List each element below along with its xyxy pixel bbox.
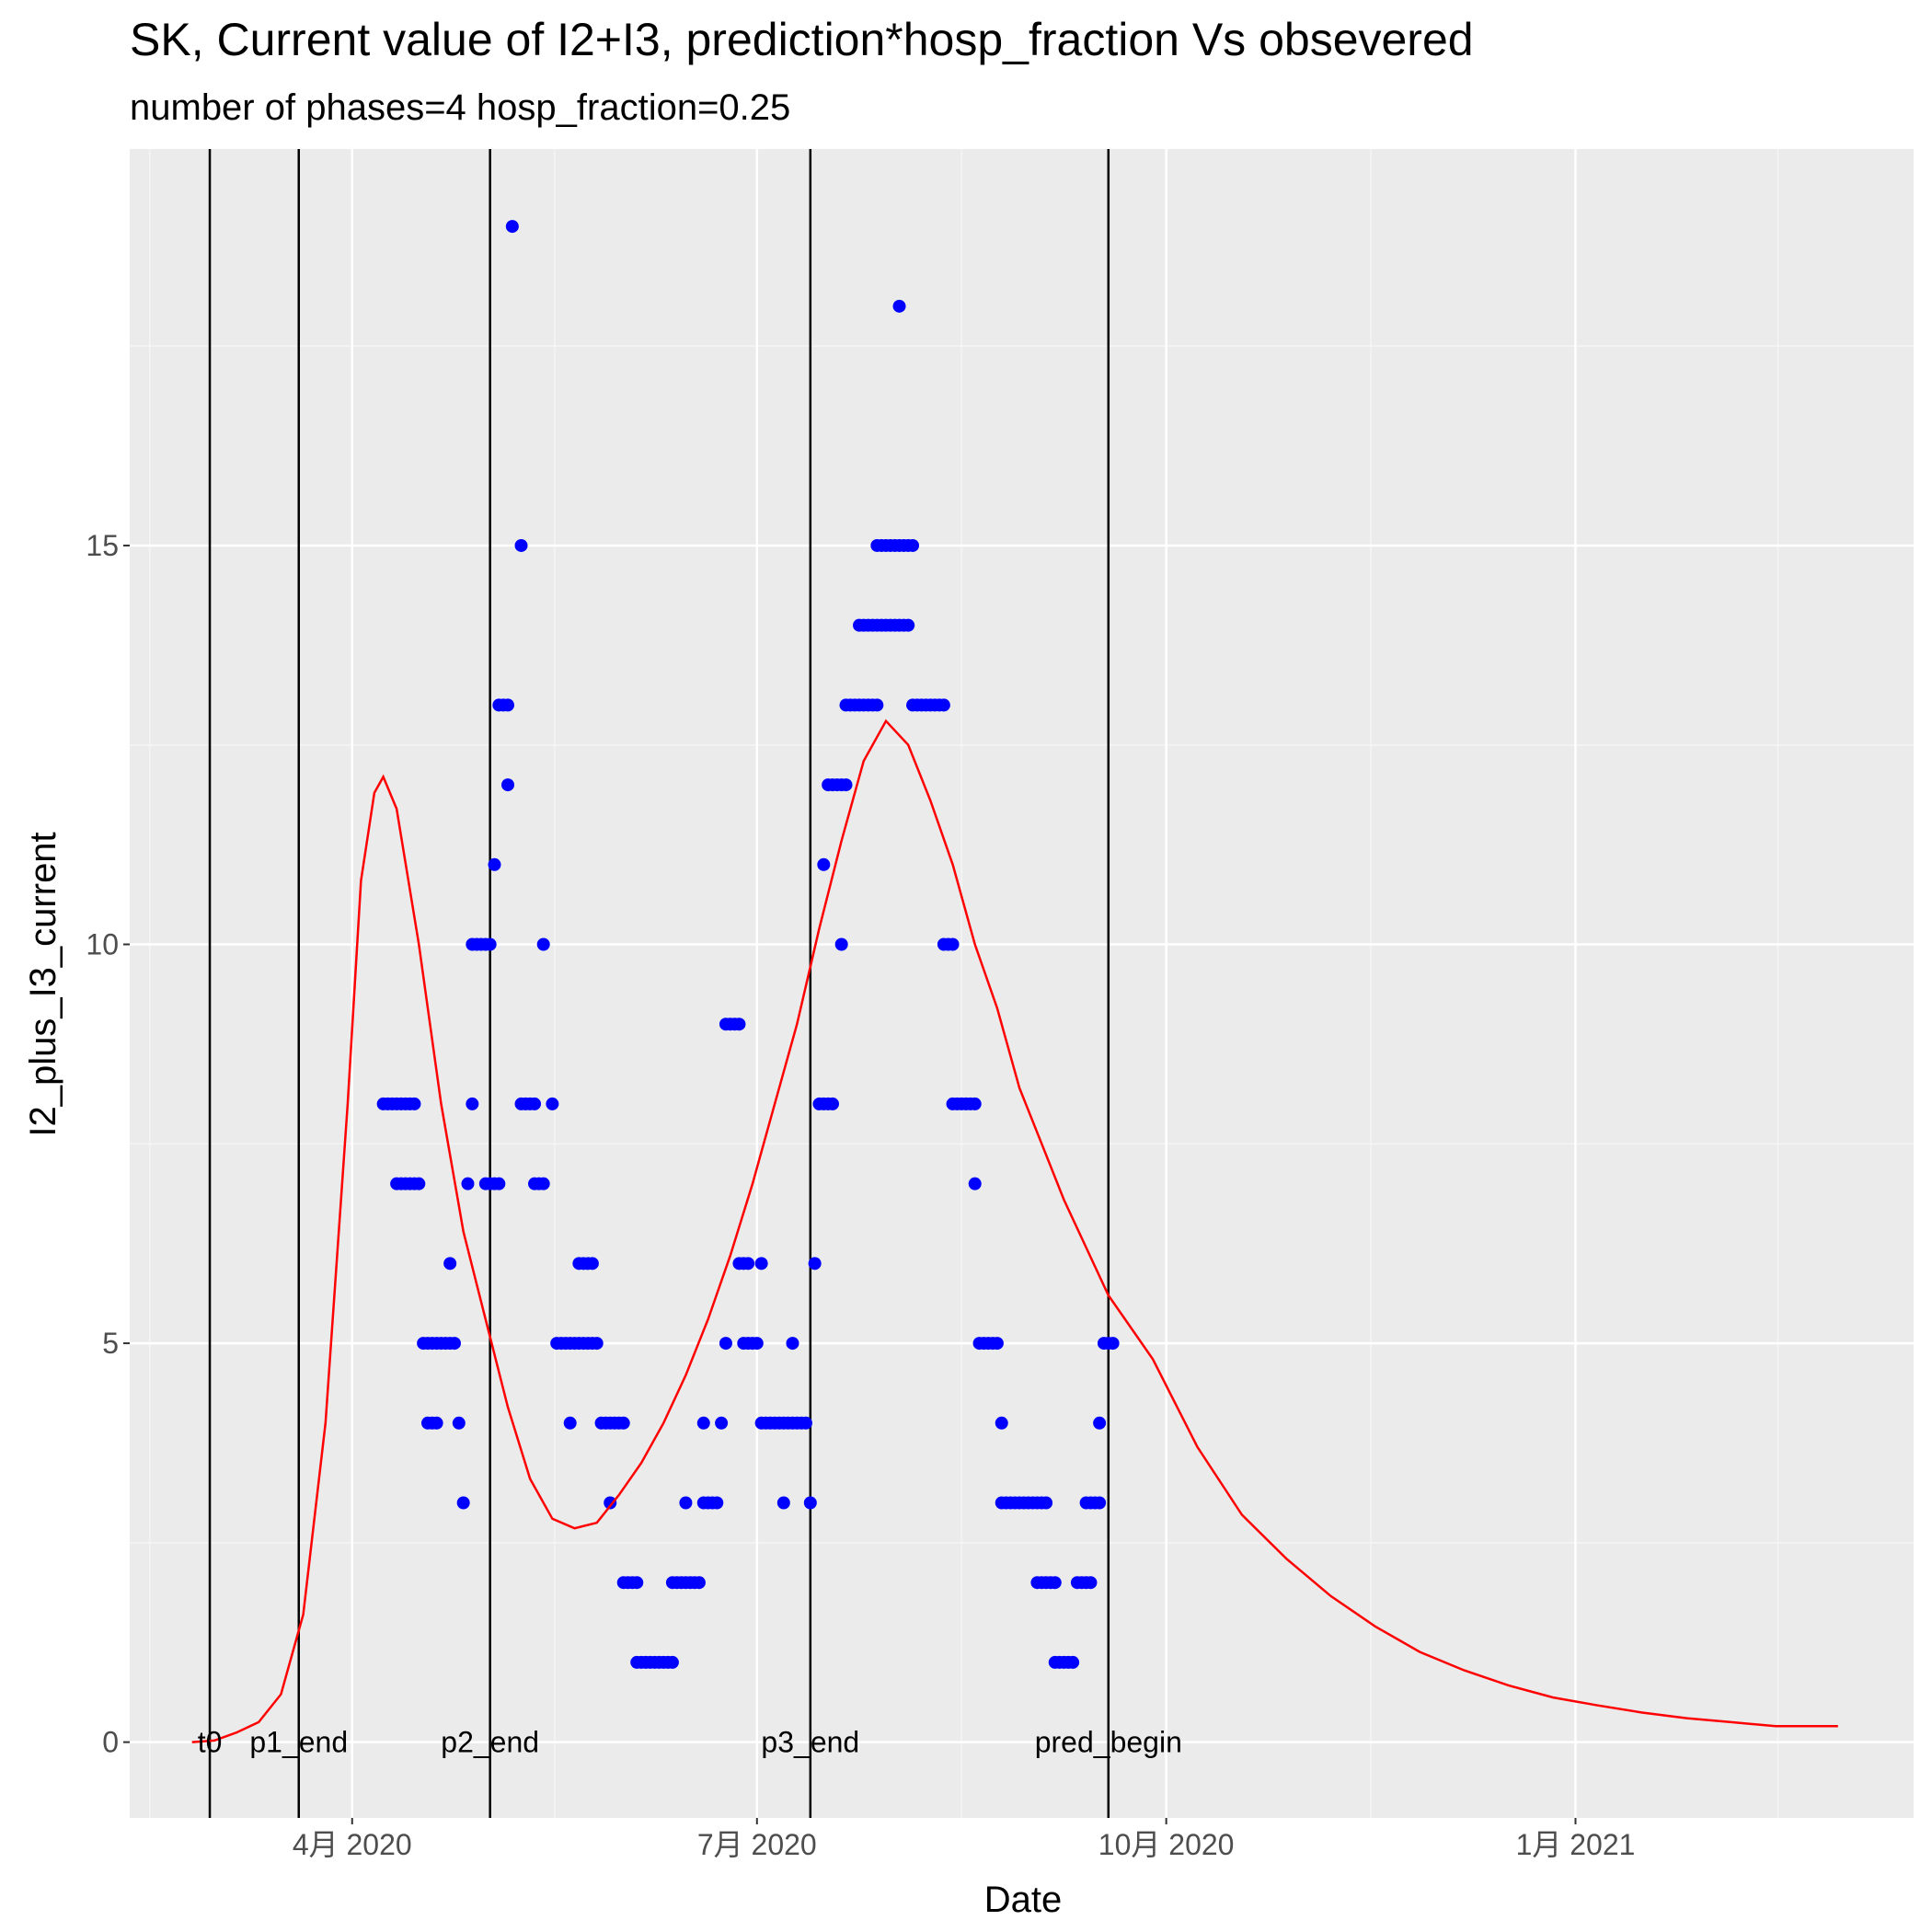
data-point (825, 1097, 839, 1110)
data-point (412, 1177, 426, 1190)
data-point (696, 1416, 710, 1430)
data-point (452, 1416, 466, 1430)
data-point (501, 698, 515, 712)
y-tick-label: 5 (102, 1327, 119, 1360)
data-point (1093, 1416, 1107, 1430)
data-point (719, 1337, 732, 1351)
x-tick-label: 4月 2020 (293, 1828, 412, 1861)
data-point (902, 618, 915, 632)
data-point (799, 1416, 812, 1430)
data-point (536, 1177, 550, 1190)
data-point (1084, 1576, 1098, 1590)
data-point (834, 937, 848, 951)
x-tick-label: 10月 2020 (1098, 1828, 1235, 1861)
data-point (492, 1177, 506, 1190)
y-tick-label: 15 (86, 529, 119, 562)
data-point (1093, 1496, 1107, 1510)
data-point (715, 1416, 729, 1430)
data-point (616, 1416, 630, 1430)
phase-label: pred_begin (1035, 1726, 1182, 1759)
y-tick-label: 0 (102, 1726, 119, 1759)
x-tick-label: 1月 2021 (1516, 1828, 1636, 1861)
data-point (692, 1576, 706, 1590)
x-tick-label: 7月 2020 (697, 1828, 817, 1861)
data-point (990, 1337, 1004, 1351)
data-point (665, 1655, 679, 1669)
data-point (456, 1496, 470, 1510)
data-point (536, 937, 550, 951)
prediction-line (191, 719, 1838, 1743)
data-point (563, 1416, 577, 1430)
data-point (870, 698, 884, 712)
data-point (443, 1257, 457, 1271)
phase-label: p2_end (441, 1726, 539, 1759)
data-point (906, 538, 920, 552)
data-point (754, 1257, 768, 1271)
data-point (488, 857, 501, 871)
data-point (447, 1337, 461, 1351)
data-point (466, 1097, 479, 1110)
data-point (710, 1496, 724, 1510)
data-point (786, 1337, 799, 1351)
data-point (1066, 1655, 1080, 1669)
chart-subtitle: number of phases=4 hosp_fraction=0.25 (130, 87, 790, 128)
data-point (817, 857, 831, 871)
y-axis-title: I2_plus_I3_current (23, 832, 63, 1136)
data-point (461, 1177, 475, 1190)
data-point (776, 1496, 790, 1510)
data-point (937, 698, 950, 712)
phase-label: p3_end (761, 1726, 859, 1759)
data-point (604, 1496, 617, 1510)
data-point (514, 538, 528, 552)
data-point (742, 1257, 755, 1271)
data-point (630, 1576, 644, 1590)
data-point (501, 778, 515, 792)
phase-label: p1_end (249, 1726, 348, 1759)
phase-label: t0 (198, 1726, 223, 1759)
data-point (968, 1097, 982, 1110)
data-point (505, 220, 519, 234)
data-point (528, 1097, 542, 1110)
data-point (808, 1257, 822, 1271)
data-point (892, 299, 906, 313)
data-point (946, 937, 960, 951)
y-tick-label: 10 (86, 928, 119, 961)
data-point (839, 778, 853, 792)
data-point (679, 1496, 693, 1510)
data-point (430, 1416, 443, 1430)
data-point (732, 1018, 746, 1031)
data-point (968, 1177, 982, 1190)
data-point (590, 1337, 604, 1351)
data-point (1048, 1576, 1062, 1590)
data-point (546, 1097, 559, 1110)
chart-title: SK, Current value of I2+I3, prediction*h… (130, 14, 1474, 65)
data-point (995, 1416, 1008, 1430)
x-axis-title: Date (984, 1880, 1063, 1920)
data-point (803, 1496, 817, 1510)
data-point (1106, 1337, 1120, 1351)
data-point (408, 1097, 421, 1110)
data-point (585, 1257, 599, 1271)
data-point (1040, 1496, 1053, 1510)
data-point (483, 937, 497, 951)
plot-panel (130, 149, 1914, 1818)
data-point (750, 1337, 764, 1351)
